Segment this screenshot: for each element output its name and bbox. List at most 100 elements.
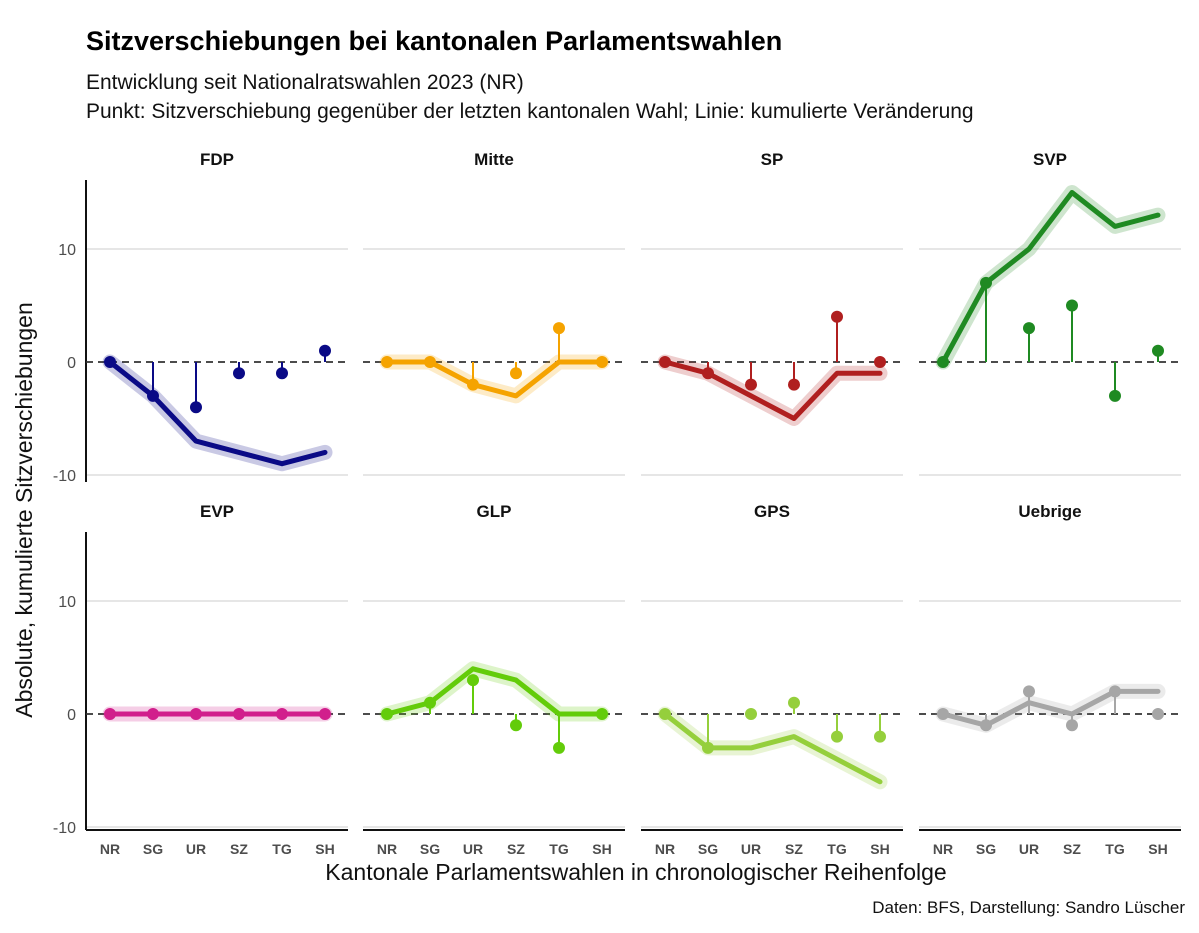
y-tick-label: 0	[67, 355, 76, 372]
data-point	[467, 674, 479, 687]
data-point	[980, 719, 992, 732]
x-tick-label: UR	[1019, 841, 1039, 857]
x-tick-label: SG	[420, 841, 440, 857]
data-point	[1023, 685, 1035, 698]
panel-sp: SP	[641, 150, 903, 476]
data-point	[381, 708, 393, 720]
data-point	[937, 708, 949, 720]
x-tick-label: SH	[1148, 841, 1167, 857]
data-point	[1109, 685, 1121, 698]
panel-title: Uebrige	[1018, 502, 1081, 521]
data-point	[381, 356, 393, 368]
panel-fdp: FDP -10 0 10	[53, 150, 348, 485]
x-tick-label: SZ	[1063, 841, 1081, 857]
data-point	[1152, 344, 1164, 357]
panel-title: GLP	[477, 502, 512, 521]
y-tick-label: 0	[67, 707, 76, 724]
panel-mitte: Mitte	[363, 150, 625, 476]
panel-glp: GLP NR SG UR SZ TG SH	[363, 502, 625, 857]
y-tick-label: -10	[53, 820, 76, 837]
data-point	[874, 730, 886, 743]
x-tick-label: TG	[272, 841, 292, 857]
data-point	[1066, 299, 1078, 312]
panel-title: GPS	[754, 502, 790, 521]
x-tick-label: SZ	[507, 841, 525, 857]
cumulative-line	[384, 359, 605, 399]
data-point	[553, 741, 565, 754]
y-tick-label: 10	[58, 242, 76, 259]
cumulative-line	[384, 666, 605, 717]
data-point	[319, 708, 331, 720]
data-point	[147, 389, 159, 402]
chart-caption: Daten: BFS, Darstellung: Sandro Lüscher	[872, 898, 1185, 917]
x-tick-label: SZ	[785, 841, 803, 857]
x-tick-label: UR	[186, 841, 206, 857]
data-point	[319, 344, 331, 357]
data-point	[553, 322, 565, 335]
data-point	[980, 276, 992, 289]
x-tick-label: SH	[592, 841, 611, 857]
data-point	[190, 401, 202, 414]
x-tick-label: SG	[143, 841, 163, 857]
data-point	[788, 696, 800, 709]
x-tick-label: TG	[1105, 841, 1125, 857]
cumulative-line	[107, 359, 328, 467]
panel-title: FDP	[200, 150, 234, 169]
x-tick-label: SH	[315, 841, 334, 857]
data-point	[104, 708, 116, 720]
panel-gps: GPS NR SG UR SZ TG SH	[641, 502, 903, 857]
x-tick-label: TG	[549, 841, 569, 857]
panel-title: SVP	[1033, 150, 1067, 169]
data-point	[190, 708, 202, 720]
x-tick-label: NR	[100, 841, 120, 857]
data-point	[1152, 708, 1164, 720]
x-tick-label: NR	[377, 841, 397, 857]
data-point	[424, 696, 436, 709]
cumulative-line	[662, 711, 883, 785]
panel-evp: EVP -10 0 10 NR SG UR SZ TG SH	[53, 502, 348, 857]
x-tick-label: UR	[741, 841, 761, 857]
data-point	[874, 356, 886, 368]
data-point	[147, 708, 159, 720]
panel-title: SP	[761, 150, 784, 169]
y-tick-label: -10	[53, 468, 76, 485]
x-tick-label: SG	[976, 841, 996, 857]
x-tick-label: TG	[827, 841, 847, 857]
panel-uebrige: Uebrige NR SG UR SZ TG SH	[919, 502, 1181, 857]
cumulative-line	[940, 190, 1161, 365]
data-point	[424, 356, 436, 368]
data-point	[510, 367, 522, 380]
data-point	[1023, 322, 1035, 335]
panel-title: Mitte	[474, 150, 514, 169]
y-tick-label: 10	[58, 594, 76, 611]
data-point	[596, 708, 608, 720]
data-point	[702, 367, 714, 380]
data-point	[702, 741, 714, 754]
chart-title: Sitzverschiebungen bei kantonalen Parlam…	[86, 26, 783, 56]
chart-subtitle: Entwicklung seit Nationalratswahlen 2023…	[86, 68, 974, 126]
cumulative-line	[940, 688, 1161, 728]
data-point	[276, 367, 288, 380]
data-point	[104, 356, 116, 368]
subtitle-line-1: Entwicklung seit Nationalratswahlen 2023…	[86, 71, 524, 94]
data-point	[276, 708, 288, 720]
panel-title: EVP	[200, 502, 234, 521]
data-point	[596, 356, 608, 368]
data-point	[937, 356, 949, 368]
data-point	[745, 708, 757, 720]
data-point	[233, 708, 245, 720]
x-tick-label: SG	[698, 841, 718, 857]
x-tick-label: UR	[463, 841, 483, 857]
panel-svp: SVP	[919, 150, 1181, 476]
data-point	[745, 378, 757, 391]
y-axis-title: Absolute, kumulierte Sitzverschiebungen	[11, 302, 37, 718]
data-point	[1066, 719, 1078, 732]
x-tick-label: SH	[870, 841, 889, 857]
data-point	[233, 367, 245, 380]
x-tick-label: SZ	[230, 841, 248, 857]
data-point	[510, 719, 522, 732]
cumulative-line	[662, 359, 883, 421]
data-point	[659, 708, 671, 720]
x-axis-title: Kantonale Parlamentswahlen in chronologi…	[325, 859, 946, 885]
x-tick-label: NR	[655, 841, 675, 857]
